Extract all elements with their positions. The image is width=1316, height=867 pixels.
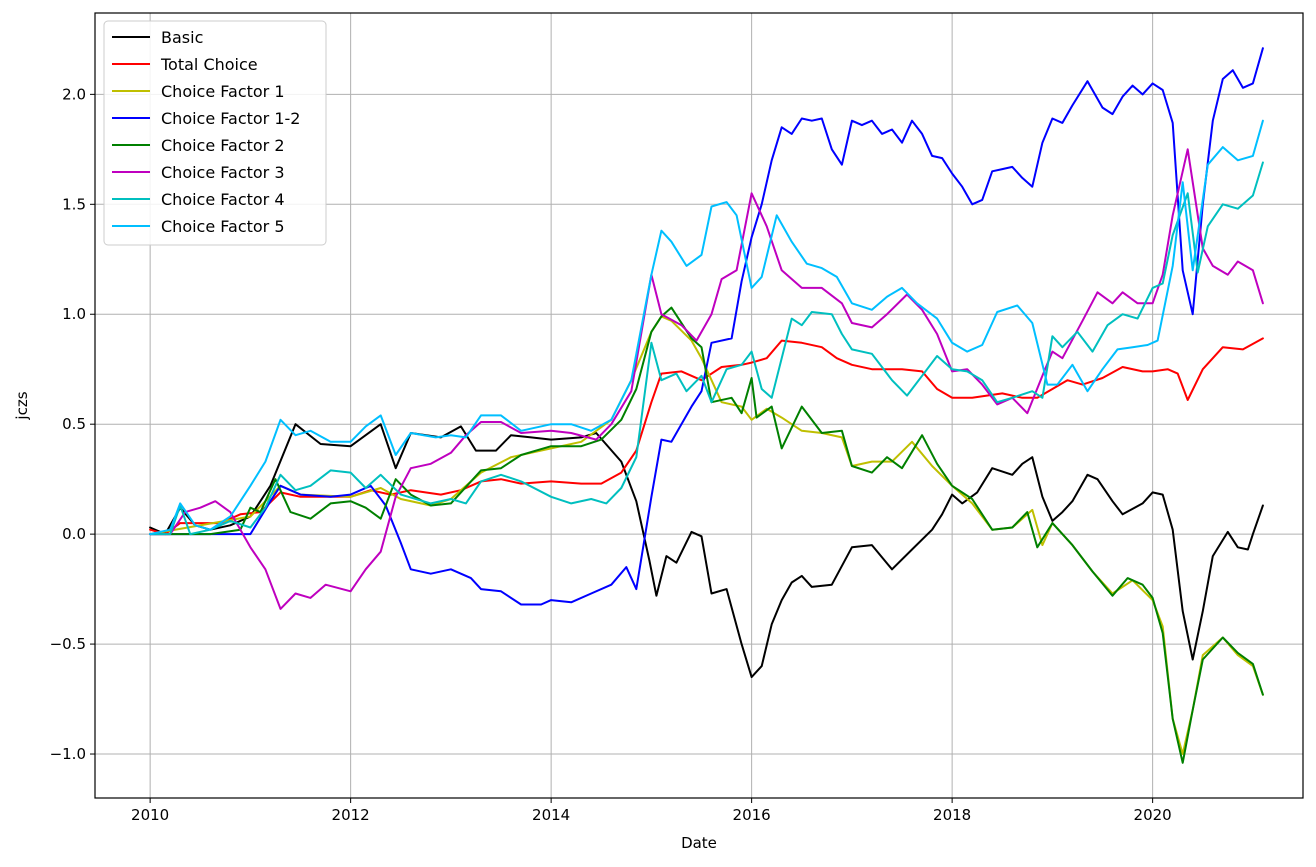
x-tick-label: 2010 [131,806,169,824]
x-tick-label: 2014 [532,806,570,824]
series-line-choice-factor-1 [149,315,1264,755]
plot-frame [94,12,1304,799]
y-tick-label: −0.5 [50,635,86,653]
legend-label-total-choice: Total Choice [160,55,258,74]
x-tick-label: 2012 [332,806,370,824]
legend-label-choice-factor-1: Choice Factor 1 [161,82,285,101]
legend-label-choice-factor-5: Choice Factor 5 [161,217,285,236]
legend-label-basic: Basic [161,28,203,47]
legend-label-choice-factor-2: Choice Factor 2 [161,136,285,155]
legend-label-choice-factor-1-2: Choice Factor 1-2 [161,109,300,128]
legend: Basic Total Choice Choice Factor 1 Choice F… [103,20,327,246]
legend-label-choice-factor-3: Choice Factor 3 [161,163,285,182]
series-line-choice-factor-5 [149,119,1264,536]
x-axis-label: Date [681,834,717,852]
x-tick-label: 2016 [733,806,771,824]
y-tick-label: 0.0 [62,525,86,543]
y-tick-label: −1.0 [50,745,86,763]
y-tick-label: 1.5 [62,195,86,213]
y-tick-label: 0.5 [62,415,86,433]
series-line-choice-factor-2 [149,306,1264,764]
x-tick-label: 2018 [933,806,971,824]
y-tick-label: 2.0 [62,85,86,103]
series-line-choice-factor-3 [149,148,1264,610]
series-line-choice-factor-1-2 [149,47,1264,606]
y-tick-label: 1.0 [62,305,86,323]
axis-ticks: 2010 2012 2014 2016 2018 2020 −1.0 −0.5 0.0 0.5 1.… [50,85,1172,824]
series-line-choice-factor-4 [149,161,1264,536]
x-tick-label: 2020 [1134,806,1172,824]
legend-box [103,20,327,246]
legend-label-choice-factor-4: Choice Factor 4 [161,190,285,209]
y-axis-label: jczs [13,391,31,420]
series-lines [149,47,1264,764]
series-line-basic [149,423,1264,679]
